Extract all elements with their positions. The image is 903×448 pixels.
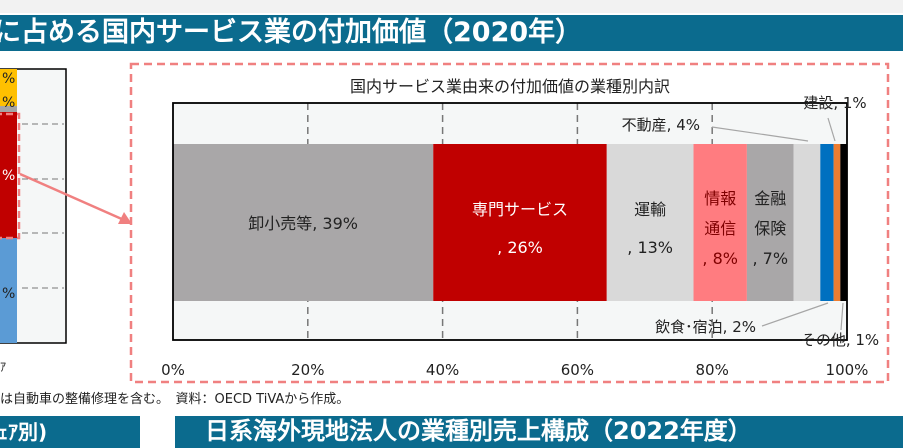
section-title: に占める国内サービス業の付加価値（2020年） — [0, 17, 583, 48]
left-partial-chart: % % % % ｱ — [0, 68, 132, 374]
zoom-arrow-head — [118, 212, 132, 224]
bar-segment-3 — [693, 144, 747, 301]
left-bar-segment — [0, 238, 17, 343]
x-tick-label: 100% — [826, 361, 869, 379]
left-highlight-box — [0, 112, 21, 240]
data-label: 保険 — [754, 219, 786, 238]
left-axis-fragment: ｱ — [0, 360, 6, 374]
bar-segment-8 — [840, 144, 847, 301]
leader-line — [840, 302, 844, 331]
data-label: 運輸 — [634, 200, 666, 219]
x-tick-label: 40% — [426, 361, 459, 379]
callout-label: 建設, 1% — [803, 94, 866, 112]
data-label: , 13% — [627, 238, 673, 257]
bar-segment-2 — [606, 144, 694, 301]
zoom-arrow — [19, 172, 125, 222]
left-bar-segment — [0, 112, 17, 238]
section-title-band: に占める国内サービス業の付加価値（2020年） — [0, 15, 903, 51]
bar-segment-4 — [746, 144, 794, 301]
bottom-left-band: ｪｱ別) — [0, 416, 140, 448]
data-label: 金融 — [754, 189, 786, 208]
left-pct-fragment: % — [2, 168, 15, 184]
left-bar-segment — [0, 69, 17, 106]
chart-title: 国内サービス業由来の付加価値の業種別内訳 — [350, 77, 670, 96]
data-label: 専門サービス — [472, 200, 568, 219]
leader-line — [827, 117, 836, 142]
bottom-right-title: 日系海外現地法人の業種別売上構成（2022年度） — [205, 417, 752, 445]
bar-segment-5 — [793, 144, 821, 301]
callout-label: 飲食･宿泊, 2% — [655, 318, 756, 336]
left-pct-fragment: % — [2, 286, 15, 302]
x-tick-label: 20% — [291, 361, 324, 379]
x-tick-label: 0% — [161, 361, 185, 379]
bottom-right-band: 日系海外現地法人の業種別売上構成（2022年度） — [175, 416, 903, 448]
left-pct-fragment: % — [2, 71, 15, 87]
data-label: 情報 — [704, 189, 736, 208]
callout-label: その他, 1% — [801, 331, 879, 349]
top-strip — [0, 0, 903, 13]
data-label: , 26% — [497, 238, 543, 257]
callout-label: 不動産, 4% — [622, 116, 700, 134]
x-tick-label: 60% — [561, 361, 594, 379]
plot-frame — [172, 102, 848, 341]
bar-segment-7 — [833, 144, 841, 301]
bar-segment-0 — [173, 144, 434, 301]
leader-line — [761, 302, 829, 327]
bar-segment-1 — [433, 144, 607, 301]
x-tick-label: 80% — [696, 361, 729, 379]
footnote: は自動車の整備修理を含む。 資料：OECD TiVAから作成。 — [0, 392, 350, 407]
left-pct-fragment: % — [2, 95, 15, 111]
data-label: , 8% — [702, 249, 738, 268]
data-label: , 7% — [752, 249, 788, 268]
data-label: 卸小売等, 39% — [248, 214, 358, 233]
bottom-left-title: ｪｱ別) — [0, 420, 48, 444]
left-bar-segment — [0, 106, 17, 112]
leader-line — [711, 126, 809, 142]
bar-segment-6 — [820, 144, 834, 301]
data-label: 通信 — [704, 219, 736, 238]
